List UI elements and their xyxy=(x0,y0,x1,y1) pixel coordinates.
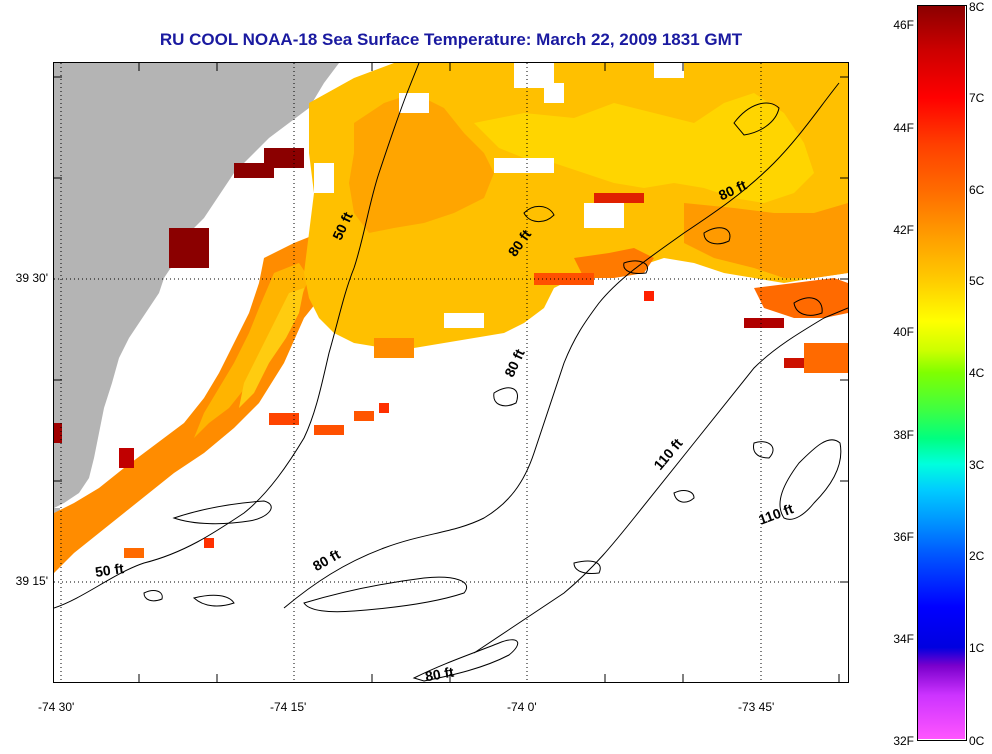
colorbar-label-8c: 8C xyxy=(969,0,985,14)
colorbar-label-36f: 36F xyxy=(893,530,914,544)
colorbar-label-5c: 5C xyxy=(969,274,985,288)
colorbar-label-4c: 4C xyxy=(969,366,985,380)
axis-ticks xyxy=(54,63,848,682)
colorbar-label-32f: 32F xyxy=(893,734,914,748)
lat-label-39-15: 39 15' xyxy=(15,574,48,588)
colorbar-label-34f: 34F xyxy=(893,632,914,646)
colorbar-label-44f: 44F xyxy=(893,121,914,135)
colorbar-label-2c: 2C xyxy=(969,549,985,563)
temperature-colorbar xyxy=(918,6,965,739)
colorbar-label-46f: 46F xyxy=(893,18,914,32)
colorbar-label-40f: 40F xyxy=(893,325,914,339)
colorbar-label-38f: 38F xyxy=(893,428,914,442)
sst-field xyxy=(54,63,848,573)
lat-label-39-30: 39 30' xyxy=(15,271,48,285)
colorbar-frame xyxy=(917,5,967,741)
colorbar-label-1c: 1C xyxy=(969,641,985,655)
depth-contours xyxy=(54,63,848,682)
lon-label-73-45: -73 45' xyxy=(738,700,775,714)
colorbar-label-42f: 42F xyxy=(893,223,914,237)
colorbar-label-7c: 7C xyxy=(969,91,985,105)
map-title: RU COOL NOAA-18 Sea Surface Temperature:… xyxy=(159,30,743,49)
lon-label-74-15: -74 15' xyxy=(270,700,307,714)
colorbar-label-6c: 6C xyxy=(969,183,985,197)
colorbar-label-0c: 0C xyxy=(969,734,985,748)
colorbar-label-3c: 3C xyxy=(969,458,985,472)
sst-map-canvas xyxy=(54,63,848,682)
lon-label-74-30: -74 30' xyxy=(38,700,75,714)
sst-map[interactable] xyxy=(53,62,849,683)
lat-lon-grid xyxy=(54,63,848,682)
lon-label-74-0: -74 0' xyxy=(507,700,537,714)
